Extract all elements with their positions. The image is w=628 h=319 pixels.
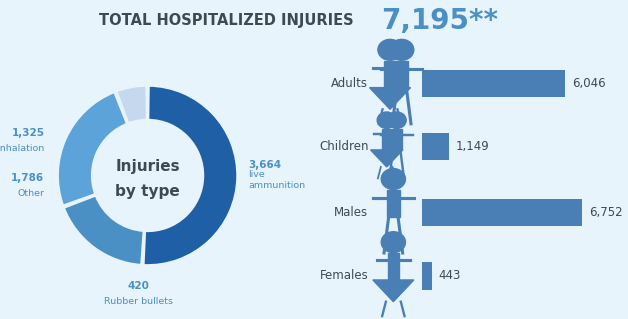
Text: Males: Males — [334, 206, 369, 219]
Text: 7,195**: 7,195** — [381, 7, 498, 35]
Wedge shape — [64, 196, 144, 265]
FancyBboxPatch shape — [382, 129, 391, 150]
Polygon shape — [373, 280, 414, 302]
Text: 420: 420 — [127, 281, 149, 291]
Text: by type: by type — [115, 184, 180, 199]
Text: TOTAL HOSPITALIZED INJURIES: TOTAL HOSPITALIZED INJURIES — [99, 13, 354, 28]
Text: Females: Females — [320, 270, 369, 282]
Text: Rubber bullets: Rubber bullets — [104, 297, 173, 306]
Wedge shape — [144, 86, 237, 265]
Text: 1,786: 1,786 — [11, 173, 45, 183]
Text: 1,325: 1,325 — [11, 128, 45, 138]
FancyBboxPatch shape — [421, 70, 565, 97]
Circle shape — [389, 39, 414, 60]
Text: 3,664: 3,664 — [248, 160, 281, 170]
Circle shape — [381, 168, 406, 189]
Text: live
ammunition: live ammunition — [248, 170, 305, 189]
Circle shape — [378, 39, 402, 60]
Text: 443: 443 — [439, 270, 461, 282]
Circle shape — [381, 232, 406, 253]
FancyBboxPatch shape — [387, 253, 399, 280]
Text: 1,149: 1,149 — [455, 140, 489, 153]
Circle shape — [377, 112, 396, 129]
Text: 6,752: 6,752 — [589, 206, 622, 219]
Text: 6,046: 6,046 — [572, 77, 605, 90]
FancyBboxPatch shape — [421, 262, 432, 290]
FancyBboxPatch shape — [395, 61, 408, 88]
Text: Injuries: Injuries — [116, 159, 180, 174]
FancyBboxPatch shape — [421, 133, 449, 160]
Wedge shape — [58, 92, 127, 205]
FancyBboxPatch shape — [387, 190, 400, 217]
Text: Gas inhalation: Gas inhalation — [0, 144, 45, 153]
Polygon shape — [369, 88, 411, 109]
Text: Other: Other — [18, 189, 45, 198]
FancyBboxPatch shape — [384, 61, 396, 88]
Circle shape — [387, 112, 406, 129]
Polygon shape — [371, 150, 403, 167]
FancyBboxPatch shape — [421, 199, 582, 226]
Text: Children: Children — [319, 140, 369, 153]
Text: Adults: Adults — [332, 77, 369, 90]
Wedge shape — [117, 86, 147, 123]
FancyBboxPatch shape — [391, 129, 402, 150]
